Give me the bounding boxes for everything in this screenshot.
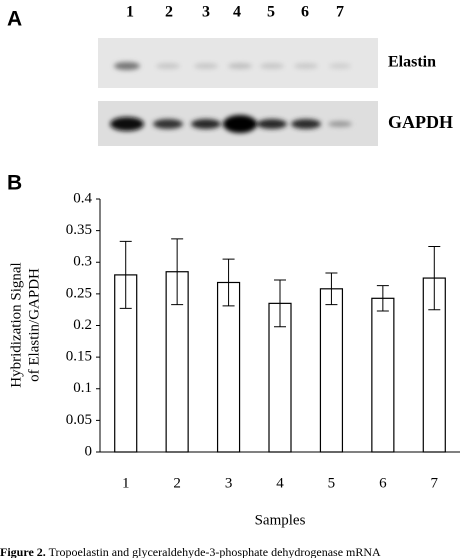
x-tick-label: 3: [225, 475, 233, 491]
bar: [319, 288, 344, 453]
y-tick-label: 0.25: [66, 285, 92, 301]
bar: [371, 297, 395, 453]
error-bar: [222, 258, 235, 307]
band: [223, 115, 257, 133]
blot-elastin: [98, 38, 378, 88]
band: [153, 119, 183, 129]
band: [110, 117, 144, 131]
lane-label: 2: [165, 4, 173, 21]
lane-label: 7: [336, 4, 344, 21]
y-axis-title: of Elastin/GAPDH: [26, 268, 42, 382]
y-tick-label: 0.15: [66, 349, 92, 365]
band: [191, 119, 221, 129]
error-bar: [325, 272, 338, 306]
x-axis-title: Samples: [255, 512, 306, 528]
panel-label: B: [7, 172, 22, 195]
band: [114, 62, 140, 70]
x-tick-label: 1: [122, 475, 130, 491]
band: [156, 63, 180, 69]
bands: [110, 62, 352, 133]
band: [257, 119, 287, 129]
band: [328, 121, 352, 127]
y-tick-label: 0.2: [73, 317, 92, 333]
x-tick-label: 4: [276, 475, 284, 491]
x-tick-label: 2: [173, 475, 181, 491]
y-tick-label: 0.4: [73, 190, 92, 206]
caption-text: Tropoelastin and glyceraldehyde-3-phosph…: [49, 545, 381, 558]
x-tick-label: 6: [379, 475, 387, 491]
x-tick-label: 7: [431, 475, 439, 491]
lane-label: 4: [233, 4, 241, 21]
blot-label: Elastin: [388, 54, 436, 71]
y-tick-label: 0: [85, 443, 93, 459]
error-bar: [119, 240, 132, 309]
error-bar: [376, 285, 389, 312]
error-bar: [171, 238, 184, 306]
y-tick-label: 0.35: [66, 222, 92, 238]
x-tick-label: 5: [328, 475, 336, 491]
lane-label: 6: [301, 4, 309, 21]
band: [260, 63, 284, 69]
y-tick-label: 0.1: [73, 380, 92, 396]
bar: [216, 281, 241, 453]
y-tick-label: 0.05: [66, 412, 92, 428]
caption-label: Figure 2.: [0, 545, 46, 558]
band: [194, 63, 218, 69]
y-axis-title: Hybridization Signal: [8, 262, 24, 387]
error-bar: [428, 245, 441, 311]
band: [294, 63, 318, 69]
error-bar: [274, 279, 286, 328]
caption: Figure 2. Tropoelastin and glyceraldehyd…: [0, 545, 381, 558]
blot-label: GAPDH: [388, 112, 453, 132]
lane-label: 3: [202, 4, 210, 21]
band: [228, 63, 252, 69]
band: [291, 119, 321, 129]
lane-label: 1: [126, 4, 134, 21]
y-tick-label: 0.3: [73, 254, 92, 270]
panel-label: A: [7, 8, 22, 31]
lane-label: 5: [267, 4, 275, 21]
band: [329, 63, 351, 69]
